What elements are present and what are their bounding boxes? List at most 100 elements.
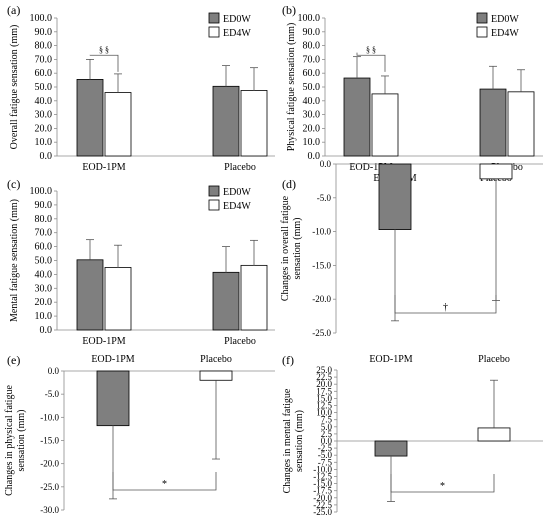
significance-bracket (394, 295, 497, 314)
category-label: Placebo (200, 354, 232, 365)
y-tick-label: -10.0 (312, 227, 331, 237)
y-tick-label: 20.0 (35, 297, 53, 308)
y-tick-label: 30.0 (35, 283, 53, 294)
bar (240, 90, 268, 157)
y-tick-label: -25.0 (312, 328, 331, 338)
y-tick-label: 60.0 (35, 68, 53, 79)
significance-mark: § § (366, 45, 376, 54)
category-label: EOD-1PM (369, 354, 412, 365)
panel-d-label: (d) (282, 177, 296, 191)
bar (212, 271, 240, 331)
panel-b: (b) 0.0 10.0 20.0 30.0 40.0 50.0 60.0 70.0 80.0 90… (282, 3, 543, 173)
significance-mark: * (162, 479, 167, 490)
y-tick-label: 40.0 (35, 96, 53, 107)
y-axis-title: Changes in mental fatiguesensation (mm) (282, 388, 305, 493)
y-axis-title: Changes in overall fatiguesensation (mm) (280, 195, 303, 301)
legend-swatch (208, 26, 220, 38)
category-label: Placebo (224, 162, 256, 173)
y-tick-label: 60.0 (35, 242, 53, 253)
panel-d: (d) -25.0 -20.0 -15.0 -10.0 -5.0 0.0 Changes in… (280, 159, 543, 338)
y-tick-label: 50.0 (35, 82, 53, 93)
y-tick-label: 10.0 (303, 137, 321, 148)
bar (378, 163, 412, 230)
legend-label: ED0W (223, 14, 251, 25)
legend-swatch (208, 12, 220, 24)
y-tick-label: 0.0 (48, 366, 60, 376)
y-tick-label: 7.5 (321, 415, 333, 425)
y-tick-label: 10.0 (35, 137, 53, 148)
legend: ED0W ED4W (208, 12, 251, 39)
y-tick-label: -2.5 (318, 443, 333, 453)
y-tick-label: 30.0 (303, 110, 321, 121)
y-tick-label: 17.5 (316, 386, 332, 396)
y-tick-label: 12.5 (316, 401, 332, 411)
panel-a: (a) 0.0 10.0 20.0 30.0 40.0 50.0 60.0 70.0 80.0 90… (7, 3, 275, 173)
y-tick-label: 80.0 (35, 41, 53, 52)
y-tick-label: 0.0 (40, 325, 53, 336)
category-label: Placebo (478, 354, 510, 365)
legend-label: ED4W (223, 201, 251, 212)
bar (343, 77, 371, 157)
y-tick-label: -30.0 (40, 505, 59, 515)
y-axis-title: Physical fatigue sensation (mm) (286, 23, 297, 152)
y-axis-title: Overall fatigue sensation (mm) (9, 25, 20, 150)
significance-bracket (356, 52, 386, 72)
y-axis-title: Changes in physical fatiguesensation (mm… (4, 385, 27, 496)
bar (477, 427, 511, 442)
category-label: EOD-1PM (91, 354, 134, 365)
y-tick-label: 50.0 (35, 256, 53, 267)
panel-e: (e) -30.0 -25.0 -20.0 -15.0 -10.0 -5.0 0.0 Chang… (4, 353, 275, 515)
bar (76, 259, 104, 331)
bar (96, 370, 130, 427)
y-tick-label: 70.0 (35, 228, 53, 239)
panel-c-label: (c) (7, 177, 20, 191)
y-tick-label: -22.5 (313, 500, 332, 510)
bar (479, 163, 513, 180)
panel-f-label: (f) (282, 353, 294, 367)
significance-mark: § § (99, 45, 109, 54)
y-tick-label: -20.0 (313, 493, 332, 503)
y-tick-label: 2.5 (321, 429, 333, 439)
significance-mark: * (440, 481, 445, 492)
legend-swatch (208, 185, 220, 197)
y-axis-title: Mental fatigue sensation (mm) (9, 199, 20, 322)
y-tick-label: 10.0 (316, 408, 332, 418)
bar (104, 92, 132, 157)
y-tick-label: 0.0 (321, 436, 333, 446)
y-tick-label: -5.0 (317, 193, 332, 203)
legend-swatch (208, 199, 220, 211)
bar (240, 264, 268, 331)
y-tick-label: 80.0 (303, 41, 321, 52)
y-tick-label: -5.0 (45, 389, 60, 399)
y-tick-label: -15.0 (40, 436, 59, 446)
y-tick-label: -10.0 (40, 412, 59, 422)
y-tick-label: 90.0 (303, 27, 321, 38)
bar (104, 267, 132, 331)
significance-bracket (89, 54, 119, 72)
significance-mark: † (443, 302, 448, 313)
bar (212, 85, 240, 157)
bar (76, 79, 104, 157)
y-tick-label: 90.0 (35, 27, 53, 38)
legend-label: ED4W (223, 28, 251, 39)
y-tick-label: 100.0 (30, 186, 53, 197)
significance-bracket (390, 474, 495, 493)
y-tick-label: 0.0 (320, 159, 332, 169)
y-tick-label: -25.0 (313, 507, 332, 517)
bar (507, 91, 535, 157)
y-tick-label: 0.0 (308, 151, 321, 162)
y-tick-label: 90.0 (35, 200, 53, 211)
y-tick-label: 70.0 (303, 54, 321, 65)
bar (374, 440, 408, 457)
y-tick-label: 40.0 (303, 96, 321, 107)
y-tick-label: -15.0 (312, 260, 331, 270)
y-tick-label: 100.0 (30, 13, 53, 24)
y-tick-label: -5.0 (318, 450, 333, 460)
y-tick-label: 10.0 (35, 311, 53, 322)
y-tick-label: 5.0 (321, 422, 333, 432)
y-tick-label: 20.0 (303, 123, 321, 134)
y-tick-label: -12.5 (313, 472, 332, 482)
panel-a-label: (a) (7, 3, 20, 17)
y-tick-label: 80.0 (35, 214, 53, 225)
